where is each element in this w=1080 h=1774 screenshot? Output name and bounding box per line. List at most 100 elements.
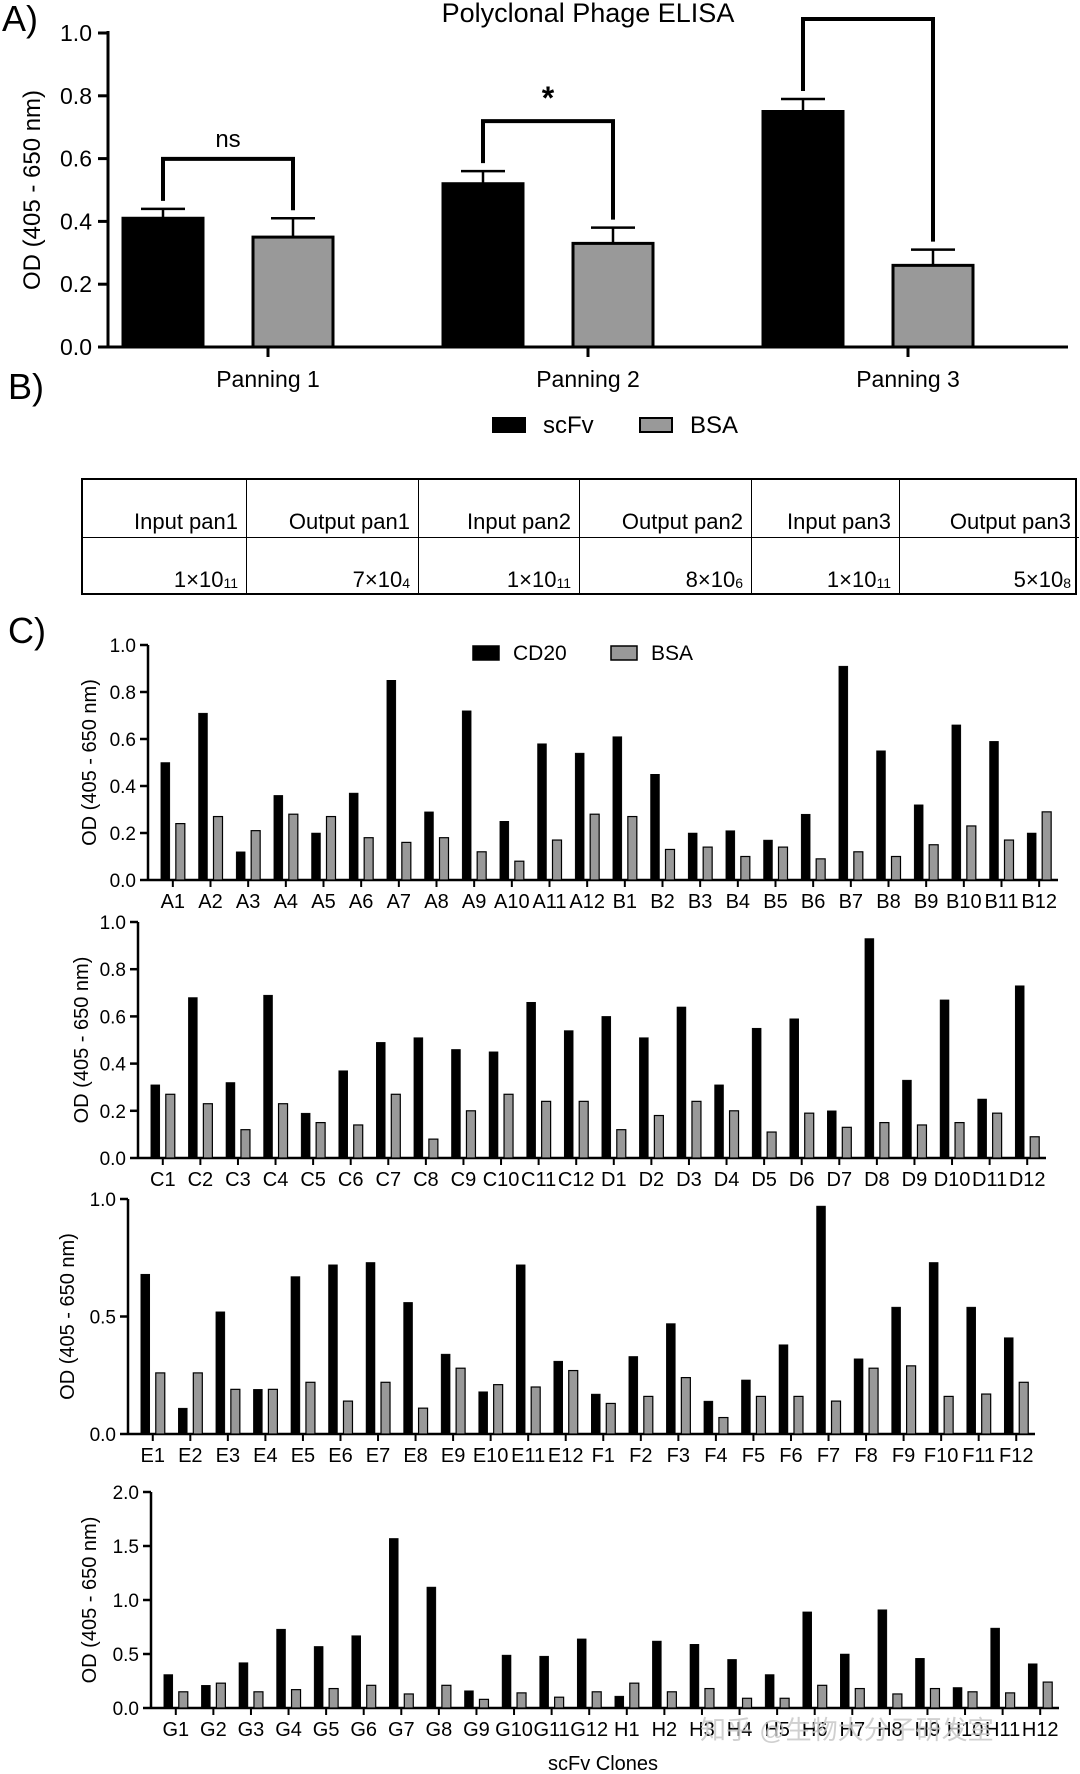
x-tick-label: D3 — [676, 1169, 702, 1191]
y-tick-label: 1.0 — [113, 1591, 139, 1612]
bar-bsa — [929, 1687, 941, 1709]
bar-bsa — [892, 1693, 903, 1709]
x-tick-label: F10 — [924, 1445, 958, 1467]
bar-cd20 — [689, 1644, 700, 1709]
bar-bsa — [605, 1402, 616, 1435]
clone-chart-4: OD (405 - 650 nm) 0.0 0.5 1.0 1.5 2.0 G1 G2 G3 G4… — [79, 1483, 1059, 1774]
x-tick-label: A7 — [387, 891, 411, 913]
bar-cd20 — [376, 1042, 386, 1159]
bar-bsa — [589, 813, 600, 881]
bar-cd20 — [591, 1393, 601, 1435]
bar-cd20 — [741, 1379, 751, 1435]
bar-scfv — [761, 110, 845, 349]
bar-bsa — [728, 1110, 740, 1159]
bar-cd20 — [311, 832, 321, 881]
bar-bsa — [514, 860, 525, 881]
x-tick-label: D8 — [864, 1169, 890, 1191]
bar-bsa — [741, 1697, 753, 1709]
bar-bsa — [328, 1687, 339, 1709]
bar-bsa — [890, 855, 902, 881]
bar-bsa — [165, 1093, 176, 1159]
bar-cd20 — [574, 752, 585, 881]
bar-bsa — [718, 1416, 729, 1435]
x-tick-label: A2 — [198, 891, 222, 913]
bar-bsa — [992, 1112, 1003, 1159]
legend-swatch-bsa — [639, 417, 673, 433]
x-tick-label: H7 — [840, 1719, 866, 1741]
significance-label: ns — [215, 126, 240, 153]
bar-cd20 — [838, 665, 849, 881]
x-tick-label: G11 — [533, 1719, 569, 1741]
bar-bsa — [465, 1110, 477, 1159]
bar-cd20 — [539, 1655, 549, 1709]
x-tick-label: D4 — [714, 1169, 740, 1191]
bar-cd20 — [891, 1306, 901, 1435]
bar-cd20 — [778, 1344, 789, 1435]
bar-bsa — [390, 1093, 401, 1159]
bar-bsa — [591, 1691, 602, 1709]
x-tick-label: G7 — [388, 1719, 415, 1741]
x-tick-label: A8 — [424, 891, 448, 913]
y-tick-label: 0.0 — [100, 1149, 126, 1170]
bar-cd20 — [977, 1098, 987, 1159]
bar-bsa — [192, 1372, 203, 1435]
x-tick-label: E5 — [291, 1445, 315, 1467]
bar-bsa — [212, 815, 224, 881]
x-tick-label: E8 — [403, 1445, 427, 1467]
x-tick-label: H5 — [764, 1719, 790, 1741]
bar-bsa — [1003, 839, 1015, 881]
x-tick-label: E6 — [328, 1445, 352, 1467]
bar-cd20 — [253, 1389, 263, 1435]
y-tick-label: 0.6 — [100, 1007, 126, 1028]
bar-cd20 — [853, 1358, 864, 1435]
bar-bsa — [616, 1129, 627, 1159]
bar-bsa — [981, 1393, 992, 1435]
y-tick-label: 2.0 — [113, 1483, 139, 1504]
bar-bsa — [1005, 1692, 1016, 1709]
bar-cd20 — [666, 1323, 676, 1435]
bar-bsa — [954, 1121, 965, 1159]
bar-cd20 — [537, 743, 547, 881]
bar-bsa — [155, 1372, 166, 1435]
bar-cd20 — [328, 1264, 338, 1435]
bar-cd20 — [215, 1311, 226, 1435]
titer-header: Output pan2 — [580, 480, 752, 538]
x-tick-label: B3 — [688, 891, 712, 913]
bar-cd20 — [703, 1400, 714, 1435]
bar-cd20 — [827, 1110, 837, 1159]
bar-bsa — [702, 846, 713, 881]
titer-header: Output pan3 — [900, 480, 1079, 538]
bar-bsa — [476, 851, 487, 881]
legend-label-scfv: scFv — [543, 412, 594, 439]
x-tick-label: H12 — [1022, 1719, 1059, 1741]
y-axis-label: OD (405 - 650 nm) — [79, 1517, 101, 1684]
bar-cd20 — [612, 736, 623, 881]
bar-cd20 — [263, 994, 273, 1159]
bar-cd20 — [451, 1049, 461, 1159]
bar-cd20 — [789, 1018, 799, 1159]
bar-bsa — [653, 1114, 664, 1159]
y-tick-label: 0.5 — [113, 1645, 139, 1666]
bar-bsa — [455, 1367, 466, 1435]
x-tick-label: G1 — [162, 1719, 189, 1741]
bar-cd20 — [1014, 985, 1025, 1159]
x-tick-label: B11 — [984, 891, 1018, 913]
x-tick-label: H10 — [947, 1719, 984, 1741]
bar-cd20 — [802, 1611, 812, 1709]
bar-cd20 — [563, 1030, 574, 1159]
bar-bsa — [277, 1103, 289, 1159]
bar-bsa — [417, 1407, 429, 1435]
bar-cd20 — [840, 1653, 850, 1709]
bar-cd20 — [426, 1586, 437, 1709]
bar-bsa — [250, 830, 261, 881]
bar-cd20 — [351, 1635, 361, 1709]
y-tick-label: 0.4 — [110, 777, 137, 798]
x-tick-label: B8 — [876, 891, 900, 913]
bar-bsa — [967, 1691, 978, 1709]
y-tick-label: 0.0 — [110, 871, 136, 892]
bar-cd20 — [365, 1262, 376, 1435]
bar-cd20 — [876, 750, 886, 881]
x-tick-label: H6 — [802, 1719, 828, 1741]
titer-value: 7×10 4 — [247, 538, 419, 595]
bar-cd20 — [440, 1353, 451, 1435]
